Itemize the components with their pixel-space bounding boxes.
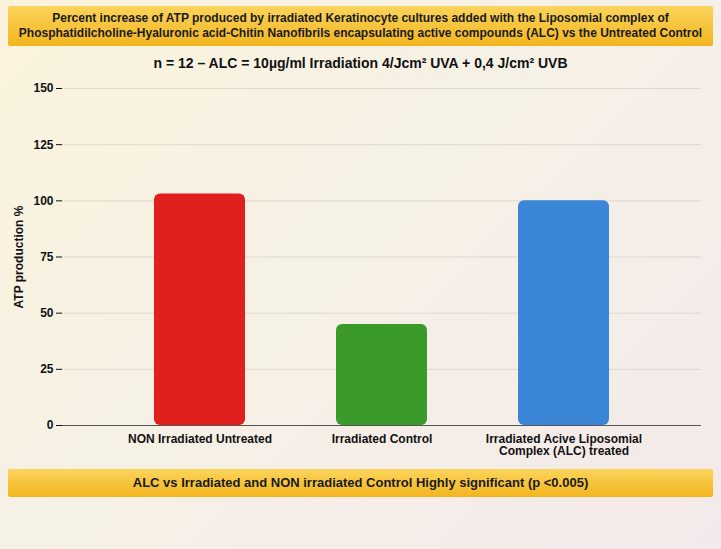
svg-text:NON Irradiated Untreated: NON Irradiated Untreated [128,432,272,446]
svg-text:25: 25 [40,362,54,376]
html-text:ALC vs Irradiated and NON irra: ALC vs Irradiated and NON irradiated Con… [132,475,589,490]
html-text:n = 12 – ALC = 10µg/ml Irradia: n = 12 – ALC = 10µg/ml Irradiation 4/Jcm… [153,55,568,71]
svg-text:0: 0 [47,418,54,432]
svg-text:Irradiated Control: Irradiated Control [332,432,433,446]
html-text:Percent increase of ATP produc: Percent increase of ATP produced by irra… [18,11,703,40]
svg-text:75: 75 [40,250,54,264]
svg-text:50: 50 [40,306,54,320]
svg-text:100: 100 [33,194,53,208]
svg-text:ATP production %: ATP production % [12,205,26,308]
svg-text:125: 125 [33,138,53,152]
svg-text:150: 150 [33,81,53,95]
svg-text:Irradiated Acive LiposomialCom: Irradiated Acive LiposomialComplex (ALC)… [486,432,642,458]
